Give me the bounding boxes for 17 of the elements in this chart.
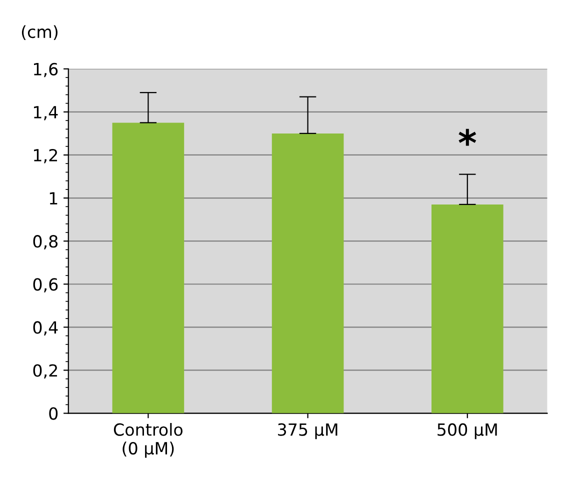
y-tick-label: 1,6 — [34, 62, 58, 78]
x-tick-label: 500 µM — [438, 423, 497, 440]
x-tick-label: 375 µM — [278, 423, 338, 440]
y-tick-label: 0,8 — [33, 235, 58, 250]
y-tick-label: 1,4 — [34, 106, 58, 120]
y-tick-label: 0 — [49, 407, 58, 420]
annotation: * — [458, 128, 476, 146]
bar — [272, 133, 344, 414]
y-tick-label: 1,2 — [34, 148, 58, 164]
y-tick-label: 0,4 — [33, 321, 58, 336]
y-tick-label: 1 — [50, 192, 58, 204]
y-tick-label: 0,6 — [33, 278, 58, 292]
x-tick-label: Controlo (0 µM) — [114, 423, 183, 458]
y-axis-title: (cm) — [22, 25, 58, 40]
y-tick-label: 0,2 — [33, 364, 58, 378]
bar — [431, 204, 504, 414]
bar — [112, 122, 184, 414]
